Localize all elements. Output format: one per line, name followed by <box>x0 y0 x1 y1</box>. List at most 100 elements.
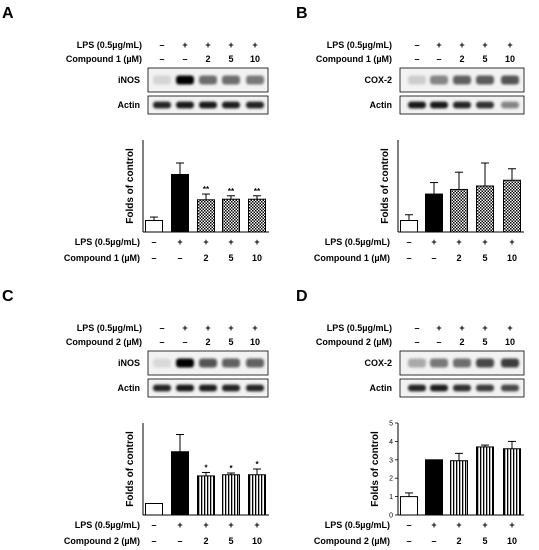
blot-band <box>430 101 448 109</box>
treatment-value: + <box>509 237 514 247</box>
bar <box>248 198 266 233</box>
treatment-label: Compound 2 (µM) <box>314 536 390 546</box>
y-tick-label: 2 <box>389 476 393 483</box>
treatment-value: 2 <box>205 337 210 347</box>
treatment-value: + <box>254 520 259 530</box>
bar <box>400 496 418 516</box>
panel-b: B LPS (0.5µg/mL) – + + + + Compound 1 (µM) – – 2 5 1… <box>296 5 525 263</box>
treatment-value: + <box>482 323 487 333</box>
panel-letter: C <box>2 288 14 305</box>
treatment-value: + <box>177 520 182 530</box>
treatment-value: – <box>431 253 436 263</box>
treatment-value: + <box>507 40 512 50</box>
blot-label: iNOS <box>118 358 140 368</box>
treatment-value: – <box>159 54 164 64</box>
bar <box>503 448 521 516</box>
treatment-value: 2 <box>203 536 208 546</box>
treatment-value: 2 <box>456 536 461 546</box>
blot-band <box>153 358 171 368</box>
treatment-value: + <box>456 520 461 530</box>
treatment-value: – <box>182 54 187 64</box>
treatment-label: LPS (0.5µg/mL) <box>325 520 390 530</box>
bar <box>197 199 215 233</box>
treatment-value: 2 <box>456 253 461 263</box>
blot-band <box>476 358 494 368</box>
treatment-value: – <box>182 337 187 347</box>
y-tick-label: 0 <box>389 513 393 520</box>
bar <box>145 503 163 516</box>
bar <box>145 220 163 233</box>
blot-band <box>476 101 494 109</box>
significance-mark: ** <box>228 187 235 196</box>
blot-band <box>176 101 194 109</box>
treatment-value: 5 <box>228 253 233 263</box>
bar <box>400 220 418 233</box>
bar <box>450 460 468 516</box>
treatment-value: + <box>228 520 233 530</box>
treatment-value: + <box>177 237 182 247</box>
bar <box>503 179 521 233</box>
bar <box>197 475 215 516</box>
treatment-label: Compound 1 (µM) <box>66 54 142 64</box>
blot-band <box>453 101 471 109</box>
treatment-value: 10 <box>505 54 515 64</box>
treatment-value: + <box>254 237 259 247</box>
y-tick-label: 5 <box>389 421 393 428</box>
bar <box>171 174 189 233</box>
treatment-label: LPS (0.5µg/mL) <box>75 237 140 247</box>
significance-mark: * <box>229 464 233 473</box>
treatment-value: 2 <box>205 54 210 64</box>
blot-band <box>430 358 448 368</box>
treatment-value: + <box>203 237 208 247</box>
treatment-value: – <box>151 536 156 546</box>
treatment-value: + <box>507 323 512 333</box>
bar <box>425 193 443 233</box>
treatment-value: + <box>482 520 487 530</box>
blot-band <box>222 384 240 392</box>
treatment-value: – <box>436 337 441 347</box>
treatment-value: + <box>252 323 257 333</box>
treatment-value: 10 <box>507 253 517 263</box>
blot-band <box>453 358 471 368</box>
treatment-label: Compound 1 (µM) <box>64 253 140 263</box>
bar <box>425 459 443 516</box>
blot-band <box>408 101 426 109</box>
treatment-value: + <box>228 237 233 247</box>
treatment-value: – <box>414 54 419 64</box>
y-axis-label: Folds of control <box>125 431 136 507</box>
treatment-value: + <box>482 40 487 50</box>
treatment-value: 10 <box>252 536 262 546</box>
blot-band <box>222 101 240 109</box>
blot-label: Actin <box>118 100 141 110</box>
treatment-value: 5 <box>228 54 233 64</box>
blot-band <box>246 358 264 368</box>
treatment-label: Compound 2 (µM) <box>66 337 142 347</box>
bar-chart: Folds of control <box>380 140 524 233</box>
y-tick-label: 4 <box>389 439 393 446</box>
treatment-value: + <box>252 40 257 50</box>
significance-mark: ** <box>254 187 261 196</box>
blot-band <box>501 101 519 109</box>
treatment-label: Compound 1 (µM) <box>314 253 390 263</box>
bar <box>248 474 266 516</box>
bar-chart: Folds of control 0 1 2 3 4 5 <box>370 421 524 520</box>
blot-band <box>153 384 171 392</box>
blot-label: COX-2 <box>364 358 392 368</box>
significance-mark: * <box>255 460 259 469</box>
blot-band <box>408 384 426 392</box>
panel-letter: A <box>2 5 14 22</box>
treatment-value: – <box>151 253 156 263</box>
treatment-value: – <box>177 253 182 263</box>
blot-band <box>246 384 264 392</box>
treatment-value: 5 <box>482 337 487 347</box>
y-tick-label: 3 <box>389 457 393 464</box>
blot-label: Actin <box>370 100 393 110</box>
y-axis-label: Folds of control <box>125 148 136 224</box>
blot-band <box>176 358 194 368</box>
treatment-value: – <box>406 520 411 530</box>
bar <box>222 474 240 516</box>
treatment-value: – <box>159 40 164 50</box>
treatment-label: Compound 2 (µM) <box>316 337 392 347</box>
treatment-value: + <box>228 40 233 50</box>
blot-band <box>476 75 494 85</box>
